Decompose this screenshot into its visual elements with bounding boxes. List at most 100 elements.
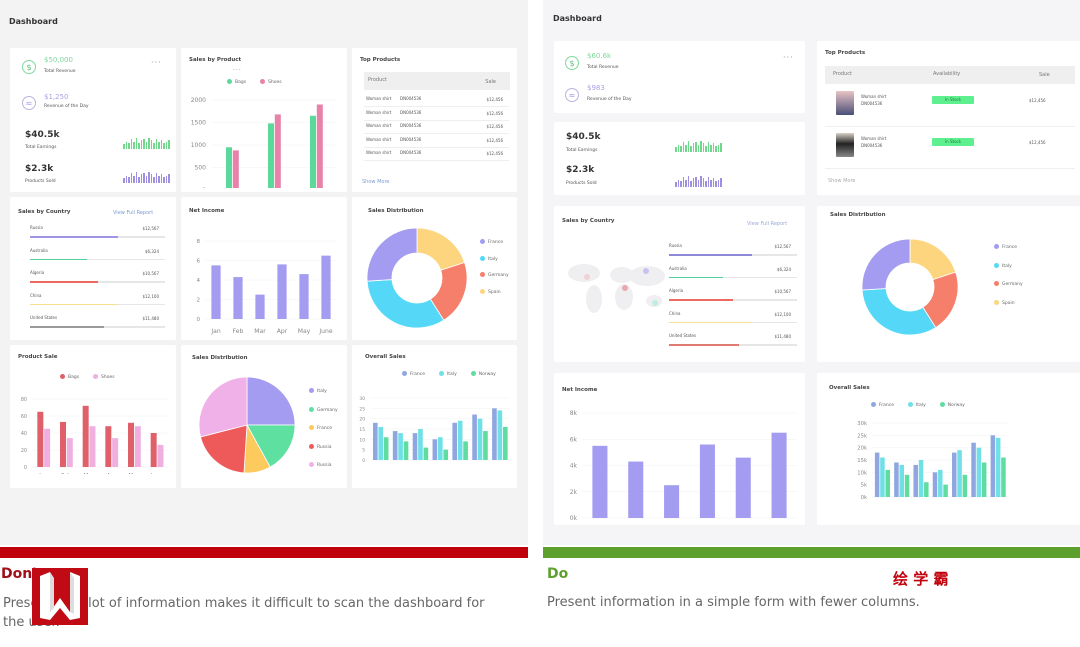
table-row[interactable]: Woman shirt DN004536 $12,456 (364, 108, 509, 121)
table-header: Product Sale (364, 72, 510, 90)
slice-france (366, 227, 418, 282)
bar-bags (150, 433, 157, 467)
table-row[interactable]: Woman shirt DN004536 In Stock $12,456 (825, 89, 1075, 127)
table-row[interactable]: Woman shirt DN004536 In Stock $12,456 (825, 131, 1075, 169)
legend-item[interactable]: Russia (309, 457, 338, 476)
bar-italy (995, 437, 1001, 497)
legend-item[interactable]: Italy (994, 258, 1023, 277)
legend-item[interactable]: France (402, 371, 425, 377)
bar-norway (463, 441, 468, 460)
y-tick-label: 80 (21, 397, 27, 403)
legend-dot-icon (93, 374, 99, 379)
more-options-button[interactable]: ··· (233, 67, 242, 74)
legend-item[interactable]: Germany (994, 276, 1023, 295)
legend-item[interactable]: Norway (470, 371, 496, 377)
legend-item[interactable]: Russia (309, 439, 338, 458)
dont-description: Presenting a lot of information makes it… (3, 596, 485, 630)
country-progress-bar (669, 344, 797, 346)
x-tick-label: Feb (233, 328, 244, 335)
legend-label: Bags (235, 80, 247, 85)
legend-dot-icon (994, 299, 999, 305)
view-full-report-link[interactable]: View Full Report (747, 221, 788, 227)
chart-legend: Bags Shoes (60, 374, 129, 380)
card-title: Sales by Country (562, 218, 615, 224)
view-full-report-link[interactable]: View Full Report (113, 210, 154, 216)
legend-item[interactable]: Italy (480, 252, 509, 269)
map-marker (652, 300, 658, 306)
sparkline-bar (692, 143, 694, 152)
legend-dot-icon (480, 239, 485, 244)
bar-italy (976, 447, 982, 497)
legend-item[interactable]: France (480, 235, 509, 252)
country-name: United States (669, 333, 697, 338)
sparkline-bar (677, 179, 679, 187)
sparkline-bar (680, 145, 682, 152)
legend-item[interactable]: Spain (994, 295, 1023, 314)
show-more-link[interactable]: Show More (828, 178, 856, 184)
legend-item[interactable]: Shoes (93, 374, 115, 380)
bar-italy (477, 418, 483, 460)
legend-item[interactable]: France (309, 420, 338, 439)
table-row[interactable]: Woman shirt DN004536 $12,456 (364, 135, 509, 148)
net-income-card: Net Income 0 2 4 6 8 Jan Feb Mar Apr May June (181, 197, 347, 340)
chart-legend: Italy Germany France Russia Russia (309, 383, 338, 476)
legend-dot-icon (480, 255, 485, 261)
bar-net-income (233, 277, 243, 319)
y-tick-label: 0 (196, 317, 200, 323)
sparkline-bar (155, 139, 157, 149)
sparkline-bar (165, 141, 167, 149)
x-tick-label: Jan (210, 328, 221, 335)
sparkline-bar (720, 178, 722, 187)
bar-net-income (592, 445, 608, 518)
legend-dot-icon (402, 371, 407, 376)
table-row[interactable]: Woman shirt DN004536 $12,456 (364, 121, 509, 134)
legend-item[interactable]: Bags (60, 374, 79, 380)
sales-by-product-chart: 0500100015002000MenWomenKids (191, 97, 337, 188)
show-more-link[interactable]: Show More (362, 179, 390, 185)
y-tick-label: 2 (196, 298, 200, 304)
legend-item[interactable]: Norway (939, 402, 965, 408)
bar-france (913, 464, 918, 497)
legend-item[interactable]: Spain (480, 285, 509, 302)
sales-distribution-card: Sales Distribution France Italy Germany Spa… (817, 206, 1080, 362)
legend-label: Spain (1002, 300, 1015, 306)
y-tick-label: 500 (195, 165, 207, 172)
legend-item[interactable]: Bags (227, 79, 247, 85)
dont-dashboard-panel: Dashboard $ $50,000 Total Revenue ··· ≈ … (0, 0, 528, 545)
sparkline-bar (138, 142, 140, 149)
bar-norway (981, 462, 987, 497)
revenue-day-value: $983 (587, 84, 605, 92)
y-tick-label: 15k (857, 458, 868, 464)
legend-item[interactable]: France (994, 239, 1023, 258)
country-row: Australia $6,324 (669, 266, 797, 289)
legend-item[interactable]: Germany (480, 268, 509, 285)
country-sales-value: $12,100 (774, 311, 791, 317)
legend-item[interactable]: Italy (438, 371, 457, 377)
bar-italy (938, 469, 943, 497)
sparkline-bar (148, 172, 150, 183)
y-tick-label: 0 (202, 187, 206, 188)
more-options-button[interactable]: ··· (783, 53, 794, 62)
legend-item[interactable]: Italy (907, 402, 926, 408)
sparkline-bar (685, 144, 687, 152)
y-tick-label: 2k (570, 489, 578, 496)
bar-italy (497, 410, 503, 460)
product-sale: $12,456 (1029, 98, 1046, 103)
sparkline-bar (128, 142, 130, 149)
y-tick-label: 10k (857, 470, 868, 476)
legend-item[interactable]: Italy (309, 383, 338, 402)
table-row[interactable]: Woman shirt DN004536 $12,456 (364, 94, 509, 107)
y-tick-label: 30 (359, 396, 365, 402)
sparkline-bar (160, 140, 162, 149)
legend-dot-icon (438, 371, 444, 376)
legend-item[interactable]: Shoes (260, 79, 282, 85)
legend-item[interactable]: France (871, 402, 894, 408)
table-row[interactable]: Woman shirt DN004536 $12,456 (364, 148, 509, 161)
sparkline-bar (695, 142, 697, 152)
more-options-button[interactable]: ··· (151, 58, 162, 67)
world-map (568, 264, 665, 313)
legend-item[interactable]: Germany (309, 402, 338, 421)
bar-shoes (316, 104, 323, 188)
bar-norway (1001, 457, 1006, 497)
legend-dot-icon (480, 272, 485, 277)
